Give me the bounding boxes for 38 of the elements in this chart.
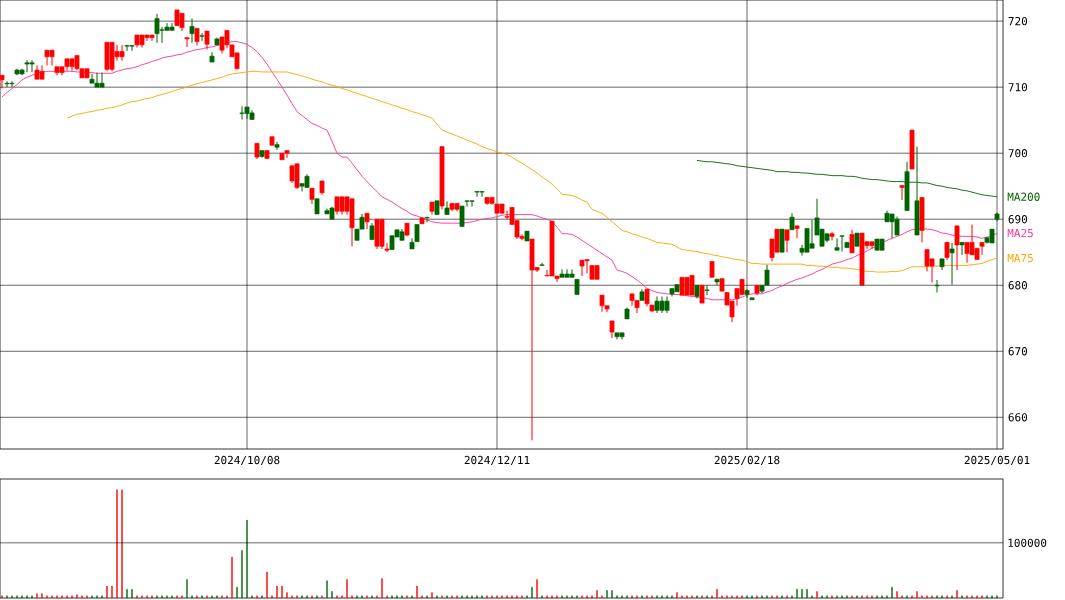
candlestick — [849, 229, 855, 254]
y-tick-label: 720 — [1008, 16, 1028, 26]
candlestick — [559, 268, 565, 278]
candlestick — [89, 73, 95, 84]
x-tick-label: 2024/10/08 — [214, 455, 280, 466]
candlestick — [154, 13, 160, 44]
y-tick-label: 710 — [1008, 82, 1028, 92]
x-tick-label: 2025/05/01 — [964, 455, 1030, 466]
y-tick-label: 700 — [1008, 149, 1028, 158]
x-tick-label: 2024/12/11 — [464, 455, 530, 466]
candlestick — [779, 228, 785, 253]
text: 100000 — [1008, 538, 1047, 547]
y-tick-label: 680 — [1008, 281, 1028, 290]
candlestick — [959, 241, 965, 256]
candlestick — [934, 279, 940, 294]
y-tick-label: 670 — [1008, 347, 1028, 356]
candlestick — [794, 225, 800, 239]
candlestick — [954, 225, 960, 271]
candlestick — [704, 284, 710, 296]
candlestick — [949, 242, 955, 286]
candlestick — [199, 32, 205, 42]
candlestick — [204, 30, 210, 51]
candlestick — [784, 229, 790, 253]
series-label: MA25 — [1007, 228, 1033, 238]
candlestick — [459, 205, 465, 227]
candlestick — [834, 237, 840, 251]
candlestick — [189, 17, 195, 44]
candlestick — [444, 200, 450, 216]
candlestick — [184, 37, 190, 48]
x-tick-label: 2025/02/18 — [714, 455, 780, 466]
candlestick — [0, 74, 5, 89]
series-label: MA75 — [1007, 254, 1033, 263]
y-tick-label: 690 — [1008, 215, 1028, 224]
y-tick-label: 660 — [1008, 413, 1028, 422]
candlestick — [424, 216, 430, 224]
candlestick — [899, 185, 905, 201]
candlestick — [274, 141, 280, 151]
series-label: MA200 — [1007, 192, 1040, 201]
